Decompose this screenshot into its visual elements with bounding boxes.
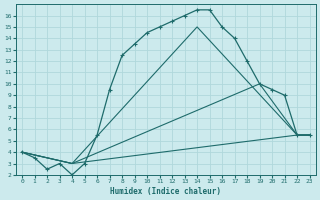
X-axis label: Humidex (Indice chaleur): Humidex (Indice chaleur): [110, 187, 221, 196]
